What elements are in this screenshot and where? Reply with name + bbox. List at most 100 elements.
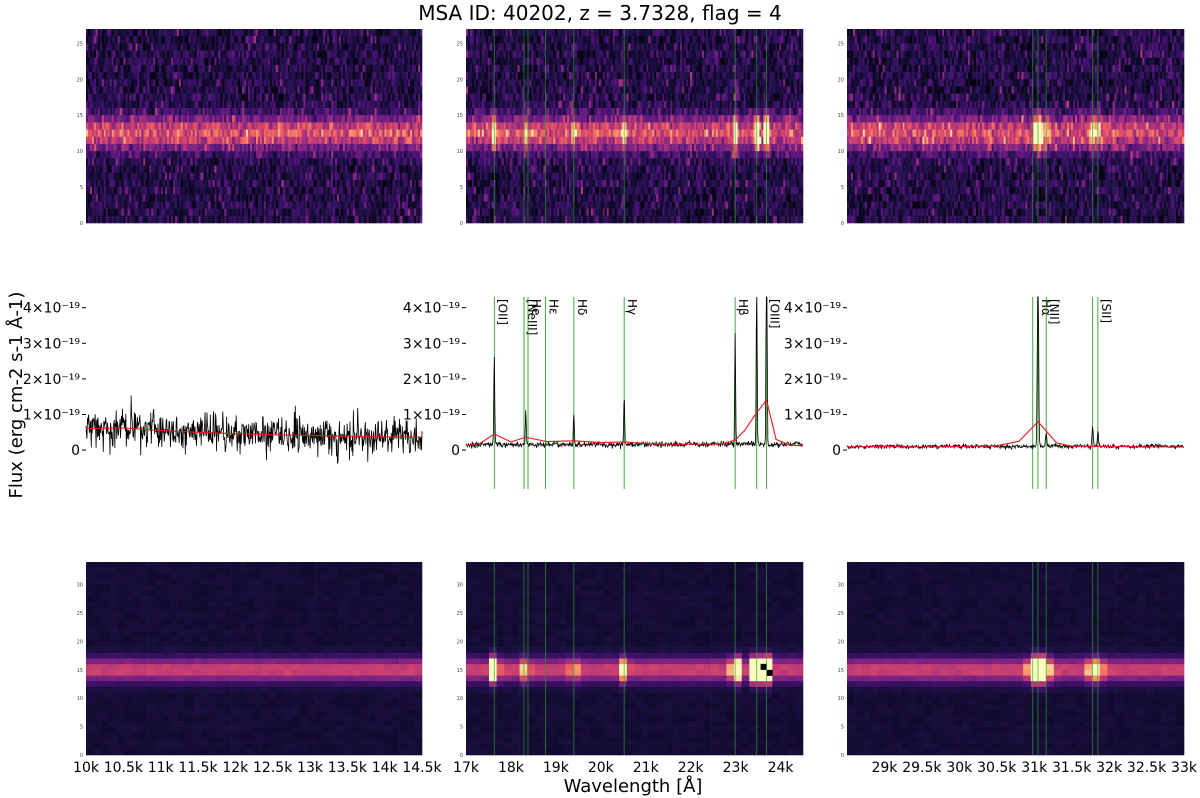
heatmap-ytick-label: 10: [838, 149, 844, 155]
xtick-label: 17k: [453, 760, 480, 776]
xtick-label: 12.5k: [253, 760, 293, 776]
xtick-label: 32.5k: [1127, 760, 1167, 776]
heatmap-ytick-label: 20: [457, 639, 463, 645]
heatmap-ytick-label: 25: [838, 41, 844, 47]
heatmap-ytick-label: 30: [838, 583, 844, 589]
emission-line-label: Hγ: [625, 299, 639, 315]
y-axis-label: Flux (erg cm-2 s-1 Å-1): [5, 292, 27, 499]
heatmap-ytick-label: 25: [838, 611, 844, 617]
heatmap-ytick-label: 0: [460, 221, 463, 227]
heatmap-ytick-label: 10: [77, 696, 83, 702]
xtick-label: 33k: [1171, 760, 1198, 776]
ytick-label: 4×10⁻¹⁹: [23, 301, 80, 317]
heatmap-ytick-label: 25: [457, 611, 463, 617]
heatmap-ytick-label: 5: [80, 725, 83, 731]
emission-line-label: [OII]: [495, 299, 509, 325]
heatmap-ytick-label: 15: [77, 113, 83, 119]
xtick-label: 13k: [297, 760, 324, 776]
xtick-label: 22k: [678, 760, 705, 776]
heatmap-ytick-label: 5: [841, 725, 844, 731]
xtick-label: 10k: [73, 760, 100, 776]
ytick-label: 4×10⁻¹⁹: [403, 301, 460, 317]
heatmap-ytick-label: 10: [77, 149, 83, 155]
heatmap-ytick-label: 20: [838, 77, 844, 83]
ytick-label: 1×10⁻¹⁹: [784, 407, 841, 423]
x-axis-label: Wavelength [Å]: [564, 775, 703, 797]
spectrum-panel-3: 0 1×10⁻¹⁹ 2×10⁻¹⁹ 3×10⁻¹⁹ 4×10⁻¹⁹: [23, 301, 423, 465]
ytick-label: 1×10⁻¹⁹: [403, 407, 460, 423]
heatmap-ytick-label: 5: [841, 185, 844, 191]
panels: 0 5 10 15 20 25 0 5 10 15 20 25 0 5 10 15 20 25 0 1×10⁻¹⁹ 2×…: [23, 29, 1198, 776]
observed-spectrum-line: [85, 395, 423, 465]
xtick-label: 14.5k: [402, 760, 442, 776]
model-spectrum-line: [846, 420, 1184, 448]
xtick-label: 31k: [1021, 760, 1048, 776]
heatmap-ytick-label: 0: [460, 753, 463, 759]
emission-line-label: Hδ: [575, 299, 589, 315]
xtick-label: 30k: [946, 760, 973, 776]
heatmap-ytick-label: 20: [457, 77, 463, 83]
emission-line-label: [SII]: [1099, 299, 1113, 323]
spectrum-panel-6: Hα[NII] [SII]01×10⁻¹⁹2×10⁻¹⁹3×10⁻¹⁹4×10⁻¹…: [784, 296, 1185, 489]
ytick-label: 3×10⁻¹⁹: [23, 336, 80, 352]
ytick-label: 0: [451, 443, 460, 459]
xtick-label: 29.5k: [902, 760, 942, 776]
emission-line-label: [NeIII]: [525, 299, 539, 335]
heatmap-ytick-label: 5: [460, 725, 463, 731]
ytick-label: 4×10⁻¹⁹: [784, 301, 841, 317]
ytick-label: 0: [832, 443, 841, 459]
emission-line-label: He: [529, 299, 543, 315]
ytick-label: 3×10⁻¹⁹: [784, 336, 841, 352]
xtick-label: 31.5k: [1052, 760, 1092, 776]
heatmap-panel-2: 0 5 10 15 20 25: [838, 29, 1185, 227]
emission-line-label: Hβ: [736, 299, 750, 316]
model-spectrum-line: [85, 427, 423, 438]
heatmap-ytick-label: 10: [457, 149, 463, 155]
observed-spectrum-line: [465, 296, 804, 450]
heatmap-ytick-label: 30: [457, 583, 463, 589]
spectrum-panel-5: [OII] [NeIII]He Hε Hδ Hγ Hβ [OIII] 0 1×10⁻¹⁹ 2×10…: [403, 296, 804, 489]
xtick-label: 32k: [1096, 760, 1123, 776]
heatmap-ytick-label: 20: [77, 639, 83, 645]
heatmap-ytick-label: 20: [838, 639, 844, 645]
xtick-label: 14k: [372, 760, 399, 776]
heatmap-ytick-label: 0: [80, 753, 83, 759]
ytick-label: 0: [71, 443, 80, 459]
ytick-label: 2×10⁻¹⁹: [784, 372, 841, 388]
heatmap-ytick-label: 25: [77, 41, 83, 47]
ytick-label: 1×10⁻¹⁹: [23, 407, 80, 423]
heatmap-ytick-label: 25: [457, 41, 463, 47]
xtick-label: 12k: [222, 760, 249, 776]
emission-line-label: [OIII]: [768, 299, 782, 328]
heatmap-ytick-label: 0: [80, 221, 83, 227]
ytick-label: 2×10⁻¹⁹: [403, 372, 460, 388]
xtick-label: 11.5k: [178, 760, 218, 776]
heatmap-ytick-label: 30: [77, 583, 83, 589]
heatmap-ytick-label: 0: [841, 753, 844, 759]
emission-line-label: Hε: [547, 299, 561, 315]
ytick-label: 3×10⁻¹⁹: [403, 336, 460, 352]
heatmap-ytick-label: 10: [838, 696, 844, 702]
observed-spectrum-line: [846, 296, 1185, 451]
heatmap-ytick-label: 0: [841, 221, 844, 227]
xtick-label: 29k: [871, 760, 898, 776]
heatmap-ytick-label: 5: [80, 185, 83, 191]
xtick-label: 11k: [148, 760, 175, 776]
ytick-label: 2×10⁻¹⁹: [23, 372, 80, 388]
xtick-label: 20k: [588, 760, 615, 776]
xtick-label: 23k: [723, 760, 750, 776]
xtick-label: 19k: [543, 760, 570, 776]
heatmap-ytick-label: 25: [77, 611, 83, 617]
xtick-label: 30.5k: [977, 760, 1017, 776]
xtick-label: 13.5k: [328, 760, 368, 776]
heatmap-ytick-label: 15: [838, 668, 844, 674]
heatmap-ytick-label: 15: [77, 668, 83, 674]
heatmap-panel-8: 0 5 10 15 20 25 30 17k 18k 19k 20k 21k 22k 23k 24k: [453, 562, 804, 776]
heatmap-ytick-label: 10: [457, 696, 463, 702]
model-spectrum-line: [465, 399, 804, 447]
heatmap-ytick-label: 15: [457, 668, 463, 674]
heatmap-ytick-label: 5: [460, 185, 463, 191]
